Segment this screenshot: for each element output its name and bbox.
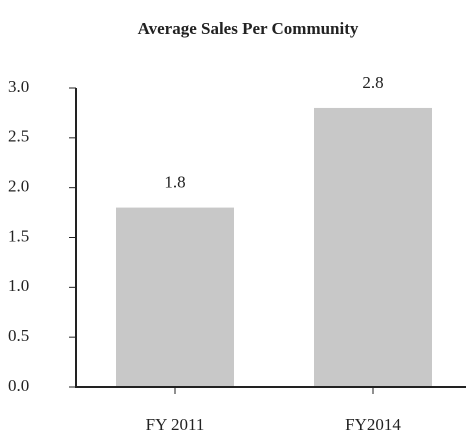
y-tick-label: 3.0 <box>8 77 29 96</box>
y-tick-label: 1.5 <box>8 226 29 245</box>
bar <box>116 207 234 387</box>
chart-title: Average Sales Per Community <box>138 19 359 38</box>
y-tick-label: 0.0 <box>8 376 29 395</box>
y-tick-label: 2.5 <box>8 127 29 146</box>
x-tick-label: FY 2011 <box>146 415 205 434</box>
data-label: 2.8 <box>362 73 383 92</box>
x-tick-label: FY2014 <box>345 415 401 434</box>
bar <box>314 107 432 387</box>
y-tick-label: 1.0 <box>8 276 29 295</box>
y-tick-label: 0.5 <box>8 326 29 345</box>
y-tick-label: 2.0 <box>8 177 29 196</box>
data-label: 1.8 <box>164 173 185 192</box>
